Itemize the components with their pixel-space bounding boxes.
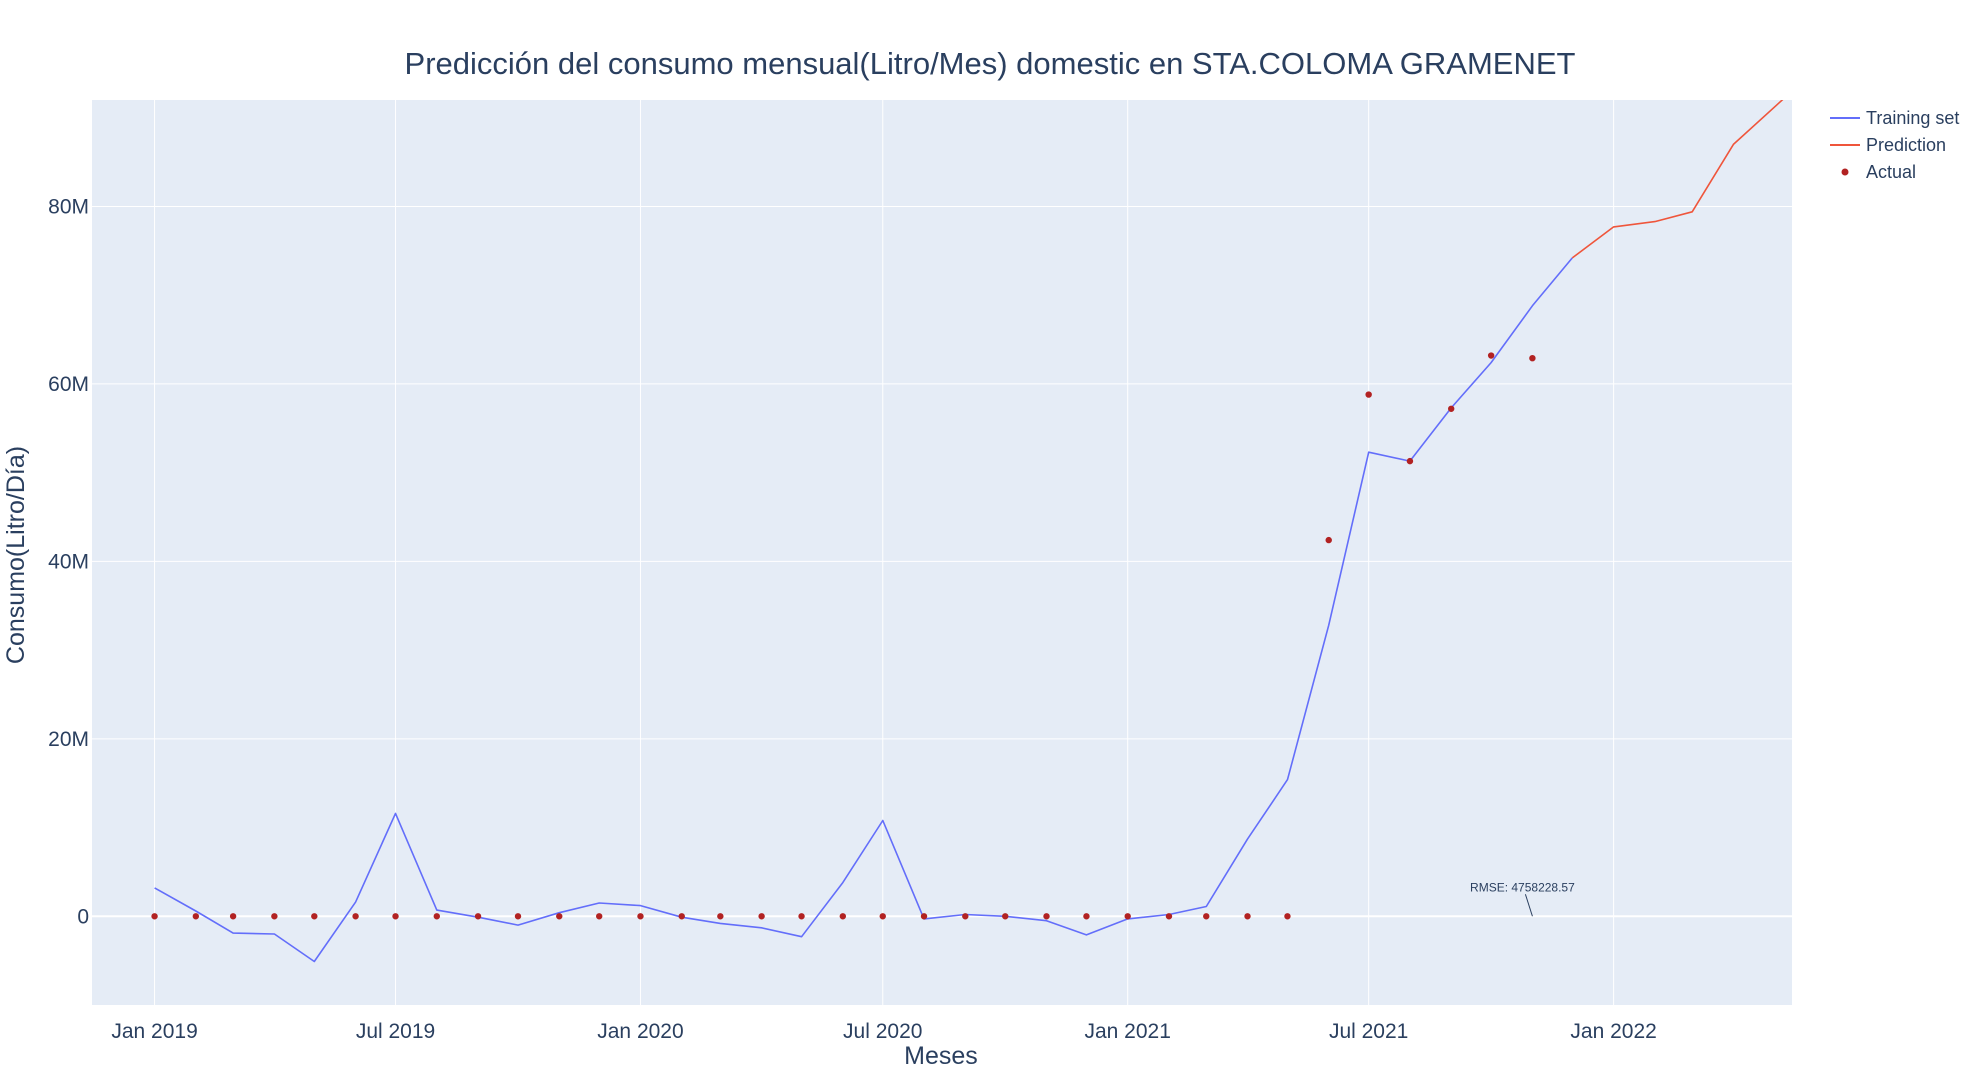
x-tick-label: Jan 2021 [1084, 1020, 1170, 1043]
actual-point [1203, 913, 1210, 920]
training-set-line [154, 257, 1573, 963]
y-tick-label: 80M [48, 195, 89, 218]
actual-point [1325, 536, 1332, 544]
actual-point [1284, 913, 1291, 920]
actual-point [392, 913, 399, 920]
y-tick-label: 0 [77, 905, 89, 928]
prediction-line [1571, 100, 1784, 259]
legend-swatch [1841, 168, 1849, 176]
actual-point [1406, 457, 1414, 465]
x-tick-label: Jan 2019 [111, 1020, 197, 1043]
actual-point [229, 913, 237, 920]
legend[interactable]: Training set Prediction Actual [1830, 108, 1959, 182]
legend-item-training-set[interactable]: Training set [1830, 108, 1959, 128]
actual-point [637, 913, 644, 920]
actual-point [1002, 913, 1009, 920]
actual-point [556, 913, 563, 920]
actual-point [151, 913, 158, 920]
actual-point [352, 913, 359, 920]
y-axis-ticks: 0 20M 40M 60M 80M [48, 195, 89, 928]
actual-point [596, 913, 603, 920]
actual-point [879, 913, 886, 920]
x-axis-title: Meses [904, 1042, 978, 1070]
actual-point [962, 913, 969, 920]
y-tick-label: 60M [48, 373, 89, 396]
actual-point [1083, 913, 1090, 920]
actual-point [1165, 913, 1173, 920]
x-axis-ticks: Jan 2019 Jul 2019 Jan 2020 Jul 2020 Jan 2021… [111, 1020, 1656, 1043]
legend-label: Prediction [1866, 135, 1946, 155]
x-tick-label: Jul 2021 [1329, 1020, 1408, 1043]
actual-point [1487, 352, 1495, 359]
actual-point [1365, 391, 1372, 398]
actual-point [1529, 354, 1536, 362]
actual-point [678, 913, 685, 920]
series [151, 100, 1784, 963]
actual-point [798, 913, 805, 920]
actual-point [1244, 913, 1251, 920]
actual-point [1043, 913, 1050, 920]
chart-title: Predicción del consumo mensual(Litro/Mes… [405, 46, 1576, 81]
y-axis-title: Consumo(Litro/Día) [2, 446, 30, 664]
actual-point [1124, 913, 1131, 920]
actual-point [271, 913, 278, 920]
actual-point [758, 913, 765, 920]
actual-point [514, 913, 522, 920]
annotation: RMSE: 4758228.57 [1470, 880, 1575, 917]
actual-point [474, 913, 482, 920]
x-tick-label: Jan 2020 [597, 1020, 683, 1043]
grid [92, 100, 1792, 1005]
actual-point [839, 913, 847, 920]
y-tick-label: 40M [48, 550, 89, 573]
actual-point [920, 913, 928, 920]
legend-label: Actual [1866, 162, 1916, 182]
x-tick-label: Jul 2020 [843, 1020, 922, 1043]
annotation-arrow [1524, 894, 1533, 917]
legend-label: Training set [1866, 108, 1959, 128]
actual-point [717, 913, 724, 920]
y-tick-label: 20M [48, 728, 89, 751]
actual-point [311, 913, 318, 920]
legend-item-actual[interactable]: Actual [1841, 162, 1917, 182]
actual-point [433, 913, 440, 920]
actual-point [1448, 405, 1455, 412]
x-tick-label: Jan 2022 [1570, 1020, 1656, 1043]
actual-point [192, 913, 200, 920]
plot-area [92, 100, 1792, 1005]
x-tick-label: Jul 2019 [356, 1020, 435, 1043]
rmse-annotation: RMSE: 4758228.57 [1470, 880, 1575, 894]
legend-item-prediction[interactable]: Prediction [1830, 135, 1946, 155]
